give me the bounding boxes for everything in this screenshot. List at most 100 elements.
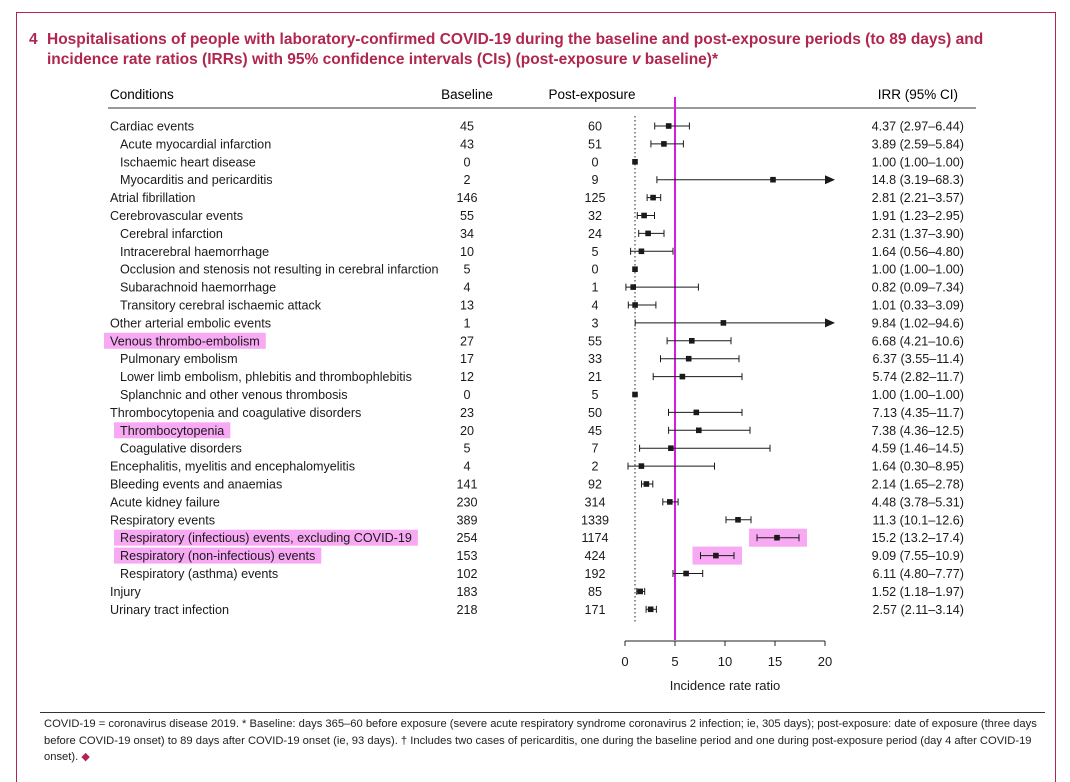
irr-point <box>667 499 673 505</box>
post-exposure-count: 5 <box>591 388 598 402</box>
condition-label: Venous thrombo-embolism <box>110 334 260 348</box>
post-exposure-count: 1 <box>591 281 598 295</box>
condition-label: Other arterial embolic events <box>110 316 271 330</box>
irr-ci-value: 11.3 (10.1–12.6) <box>873 513 965 527</box>
condition-label: Bleeding events and anaemias <box>110 478 282 492</box>
condition-label: Splanchnic and other venous thrombosis <box>120 388 348 402</box>
forest-plot: Conditions Baseline Post-exposure IRR (9… <box>104 87 976 693</box>
post-exposure-count: 314 <box>584 495 605 509</box>
title-line-2: incidence rate ratios (IRRs) with 95% co… <box>29 50 1029 70</box>
footnote-text: COVID-19 = coronavirus disease 2019. * B… <box>44 718 1037 763</box>
baseline-count: 4 <box>463 281 470 295</box>
post-exposure-count: 45 <box>588 424 602 438</box>
irr-point <box>632 266 638 272</box>
baseline-count: 5 <box>463 442 470 456</box>
irr-point <box>696 427 702 434</box>
irr-point <box>647 606 654 613</box>
baseline-count: 0 <box>463 388 470 402</box>
condition-label: Thrombocytopenia <box>120 424 224 438</box>
irr-ci-value: 6.68 (4.21–10.6) <box>872 334 964 348</box>
figure-frame <box>16 12 1056 782</box>
irr-ci-value: 1.00 (1.00–1.00) <box>872 388 964 402</box>
condition-label: Thrombocytopenia and coagulative disorde… <box>110 406 361 420</box>
irr-ci-value: 1.91 (1.23–2.95) <box>872 209 964 223</box>
post-exposure-count: 21 <box>588 370 602 384</box>
irr-ci-value: 6.37 (3.55–11.4) <box>873 352 965 366</box>
irr-ci-value: 2.14 (1.65–2.78) <box>872 478 964 492</box>
condition-label: Cardiac events <box>110 120 194 134</box>
irr-point <box>650 194 656 201</box>
post-exposure-count: 51 <box>588 137 602 151</box>
irr-ci-value: 4.37 (2.97–6.44) <box>872 120 964 134</box>
irr-point <box>665 123 672 129</box>
condition-label: Respiratory (non-infectious) events <box>120 549 315 563</box>
post-exposure-count: 50 <box>588 406 602 420</box>
header-irr: IRR (95% CI) <box>878 87 958 102</box>
irr-ci-value: 14.8 (3.19–68.3) <box>872 173 964 187</box>
irr-ci-value: 0.82 (0.09–7.34) <box>872 281 964 295</box>
baseline-count: 45 <box>460 120 474 134</box>
condition-label: Transitory cerebral ischaemic attack <box>120 299 322 313</box>
baseline-count: 254 <box>456 531 477 545</box>
post-exposure-count: 7 <box>591 442 598 456</box>
condition-label: Respiratory (asthma) events <box>120 567 278 581</box>
condition-label: Occlusion and stenosis not resulting in … <box>120 263 439 277</box>
irr-point <box>720 320 727 326</box>
header-baseline: Baseline <box>441 87 493 102</box>
post-exposure-count: 92 <box>588 478 602 492</box>
baseline-count: 102 <box>456 567 477 581</box>
irr-point <box>638 463 645 469</box>
condition-label: Injury <box>110 585 141 599</box>
condition-label: Respiratory events <box>110 513 215 527</box>
irr-ci-value: 7.13 (4.35–11.7) <box>873 406 965 420</box>
baseline-count: 389 <box>456 513 477 527</box>
condition-label: Lower limb embolism, phlebitis and throm… <box>120 370 412 384</box>
highlight-layer <box>104 332 807 565</box>
irr-point <box>638 248 645 255</box>
irr-ci-value: 9.09 (7.55–10.9) <box>872 549 964 563</box>
x-tick-label: 20 <box>818 654 832 669</box>
baseline-count: 13 <box>460 299 474 313</box>
irr-point <box>641 212 647 219</box>
condition-label: Ischaemic heart disease <box>120 155 256 169</box>
post-exposure-count: 192 <box>584 567 605 581</box>
footnote-rule <box>40 712 1045 713</box>
irr-point <box>689 338 695 344</box>
irr-ci-value: 4.59 (1.46–14.5) <box>872 442 964 456</box>
irr-ci-value: 3.89 (2.59–5.84) <box>872 137 964 151</box>
baseline-count: 183 <box>456 585 477 599</box>
end-diamond-icon: ◆ <box>81 751 90 763</box>
baseline-count: 146 <box>456 191 477 205</box>
baseline-count: 5 <box>463 263 470 277</box>
title-line-2-part-a: incidence rate ratios (IRRs) with 95% co… <box>47 51 632 68</box>
irr-point <box>770 176 776 183</box>
irr-ci-value: 9.84 (1.02–94.6) <box>872 316 964 330</box>
ci-arrow-icon <box>825 318 835 328</box>
baseline-count: 20 <box>460 424 474 438</box>
irr-ci-value: 1.64 (0.56–4.80) <box>872 245 964 259</box>
post-exposure-count: 2 <box>591 460 598 474</box>
baseline-count: 141 <box>456 478 477 492</box>
post-exposure-count: 24 <box>588 227 602 241</box>
footnote: COVID-19 = coronavirus disease 2019. * B… <box>44 716 1054 766</box>
x-tick-label: 15 <box>768 654 782 669</box>
irr-ci-value: 1.00 (1.00–1.00) <box>872 155 964 169</box>
label-highlight <box>114 547 322 564</box>
irr-ci-value: 2.81 (2.21–3.57) <box>872 191 964 205</box>
post-exposure-count: 171 <box>584 603 605 617</box>
irr-ci-value: 6.11 (4.80–7.77) <box>873 567 965 581</box>
chart-marks <box>625 122 835 613</box>
condition-label: Acute myocardial infarction <box>120 137 271 151</box>
irr-point <box>661 141 667 147</box>
irr-point <box>735 517 741 523</box>
figure-title: 4 Hospitalisations of people with laborat… <box>29 30 1029 70</box>
condition-label: Atrial fibrillation <box>110 191 195 205</box>
baseline-count: 23 <box>460 406 474 420</box>
baseline-count: 34 <box>460 227 474 241</box>
x-tick-label: 5 <box>671 654 678 669</box>
condition-label: Subarachnoid haemorrhage <box>120 281 276 295</box>
post-exposure-count: 125 <box>584 191 605 205</box>
ci-arrow-icon <box>825 175 835 185</box>
irr-ci-value: 4.48 (3.78–5.31) <box>872 495 964 509</box>
condition-label: Cerebral infarction <box>120 227 223 241</box>
